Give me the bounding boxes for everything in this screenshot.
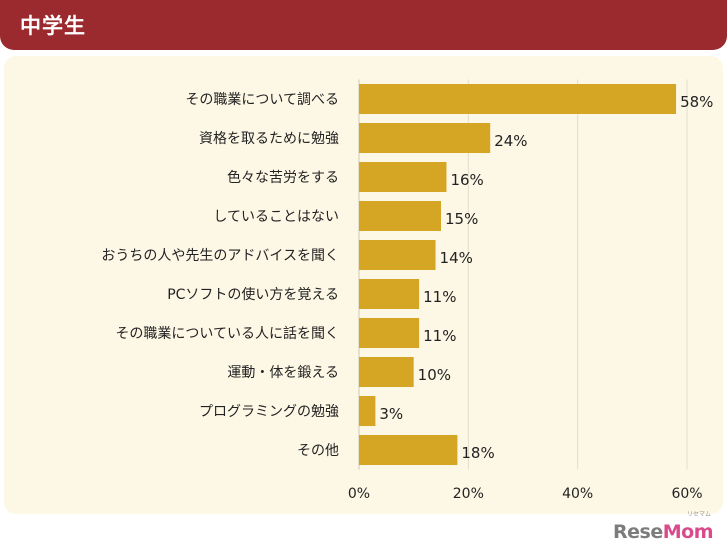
bar-7 bbox=[359, 357, 414, 387]
category-label-3: していることはない bbox=[213, 209, 339, 225]
category-label-0: その職業について調べる bbox=[185, 92, 339, 108]
value-label-7: 10% bbox=[418, 366, 451, 384]
value-label-9: 18% bbox=[461, 444, 494, 462]
category-label-2: 色々な苦労をする bbox=[227, 169, 339, 186]
logo-part-mom: Mom bbox=[662, 521, 714, 543]
bar-9 bbox=[359, 435, 458, 465]
bar-4 bbox=[359, 240, 436, 270]
logo-part-rese: Rese bbox=[613, 521, 663, 543]
value-label-2: 16% bbox=[450, 171, 483, 189]
category-label-8: プログラミングの勉強 bbox=[199, 404, 339, 420]
value-label-8: 3% bbox=[379, 405, 403, 423]
bar-0 bbox=[359, 84, 677, 114]
watermark-subtext: リセマム bbox=[686, 511, 711, 518]
header-title: 中学生 bbox=[20, 14, 86, 38]
value-label-6: 11% bbox=[423, 327, 456, 345]
bar-2 bbox=[359, 162, 447, 192]
x-tick-label-0: 0% bbox=[348, 486, 370, 502]
value-label-1: 24% bbox=[494, 132, 527, 150]
category-label-4: おうちの人や先生のアドバイスを聞く bbox=[101, 248, 339, 264]
category-label-5: PCソフトの使い方を覚える bbox=[167, 286, 339, 303]
bar-6 bbox=[359, 318, 420, 348]
category-label-1: 資格を取るために勉強 bbox=[199, 131, 339, 147]
value-label-4: 14% bbox=[440, 249, 473, 267]
bar-3 bbox=[359, 201, 441, 231]
bar-1 bbox=[359, 123, 491, 153]
category-label-7: 運動・体を鍛える bbox=[227, 365, 339, 381]
bar-5 bbox=[359, 279, 420, 309]
category-label-9: その他 bbox=[297, 443, 339, 459]
x-tick-label-3: 60% bbox=[671, 486, 702, 502]
x-tick-label-1: 20% bbox=[453, 486, 484, 502]
bar-8 bbox=[359, 396, 376, 426]
header-bar: 中学生 bbox=[0, 0, 727, 50]
x-tick-label-2: 40% bbox=[562, 486, 593, 502]
value-label-0: 58% bbox=[680, 93, 713, 111]
value-label-5: 11% bbox=[423, 288, 456, 306]
category-label-6: その職業についている人に話を聞く bbox=[115, 325, 339, 342]
resemom-logo: ReseMom bbox=[613, 521, 713, 543]
value-label-3: 15% bbox=[445, 210, 478, 228]
